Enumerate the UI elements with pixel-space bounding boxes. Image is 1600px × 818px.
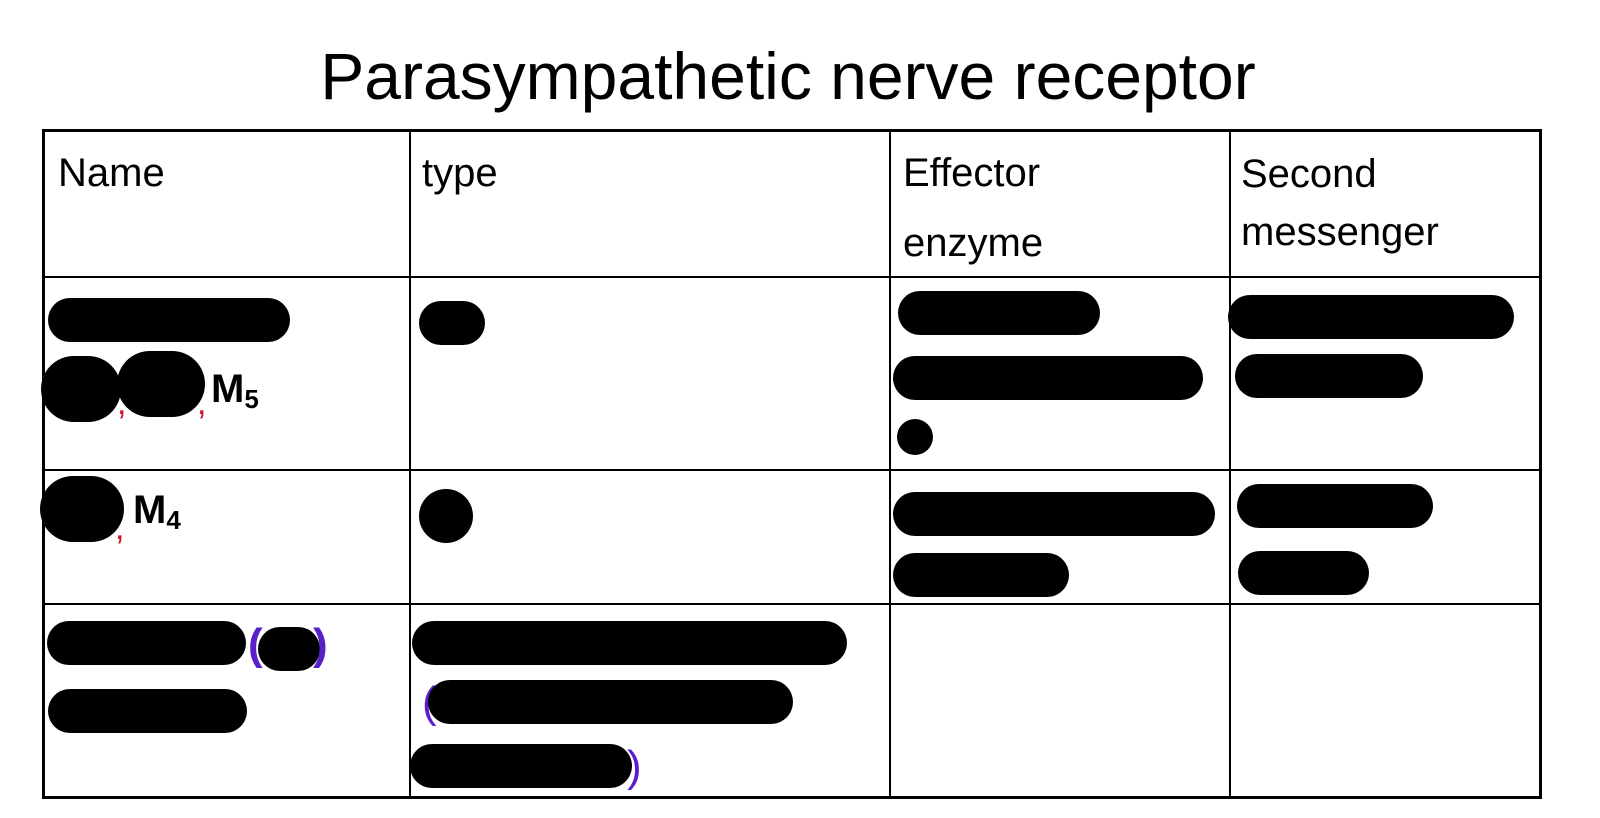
header-second-line1: Second	[1241, 152, 1377, 196]
header-effector-line2: enzyme	[903, 221, 1044, 265]
receptor-label-m5: M5	[211, 367, 259, 414]
redacted-text	[48, 689, 247, 733]
redacted-text	[410, 744, 632, 788]
redacted-text	[258, 627, 320, 671]
separator-comma: ,	[117, 384, 127, 422]
redacted-text	[419, 301, 485, 345]
receptor-table: Name type Effector enzyme Second messeng…	[40, 129, 1542, 799]
row-divider	[45, 603, 1539, 605]
redacted-text	[1228, 295, 1514, 339]
paren-close: )	[627, 742, 642, 791]
redacted-text	[428, 680, 793, 724]
page-title: Parasympathetic nerve receptor	[320, 39, 1256, 113]
redacted-text	[40, 476, 124, 542]
redacted-text	[412, 621, 847, 665]
redacted-text	[1238, 551, 1369, 595]
redacted-text	[897, 419, 933, 455]
redacted-text	[893, 553, 1069, 597]
redacted-text	[893, 356, 1203, 400]
header-effector-line1: Effector	[903, 151, 1041, 195]
row-divider	[45, 276, 1539, 278]
receptor-label-m4: M4	[133, 488, 181, 535]
redacted-text	[893, 492, 1215, 536]
redacted-text	[117, 351, 205, 417]
redacted-text	[48, 298, 290, 342]
separator-comma: ,	[197, 384, 207, 422]
redacted-text	[41, 356, 121, 422]
column-divider	[889, 132, 891, 796]
header-second-line2: messenger	[1241, 210, 1439, 254]
column-divider	[409, 132, 411, 796]
redacted-text	[898, 291, 1100, 335]
header-type: type	[422, 151, 498, 195]
row-divider	[45, 469, 1539, 471]
column-divider	[1229, 132, 1231, 796]
header-name: Name	[58, 151, 165, 195]
paren-close: )	[313, 620, 328, 669]
redacted-text	[47, 621, 246, 665]
redacted-text	[419, 489, 473, 543]
separator-comma: ,	[115, 509, 125, 547]
redacted-text	[1237, 484, 1433, 528]
redacted-text	[1235, 354, 1423, 398]
